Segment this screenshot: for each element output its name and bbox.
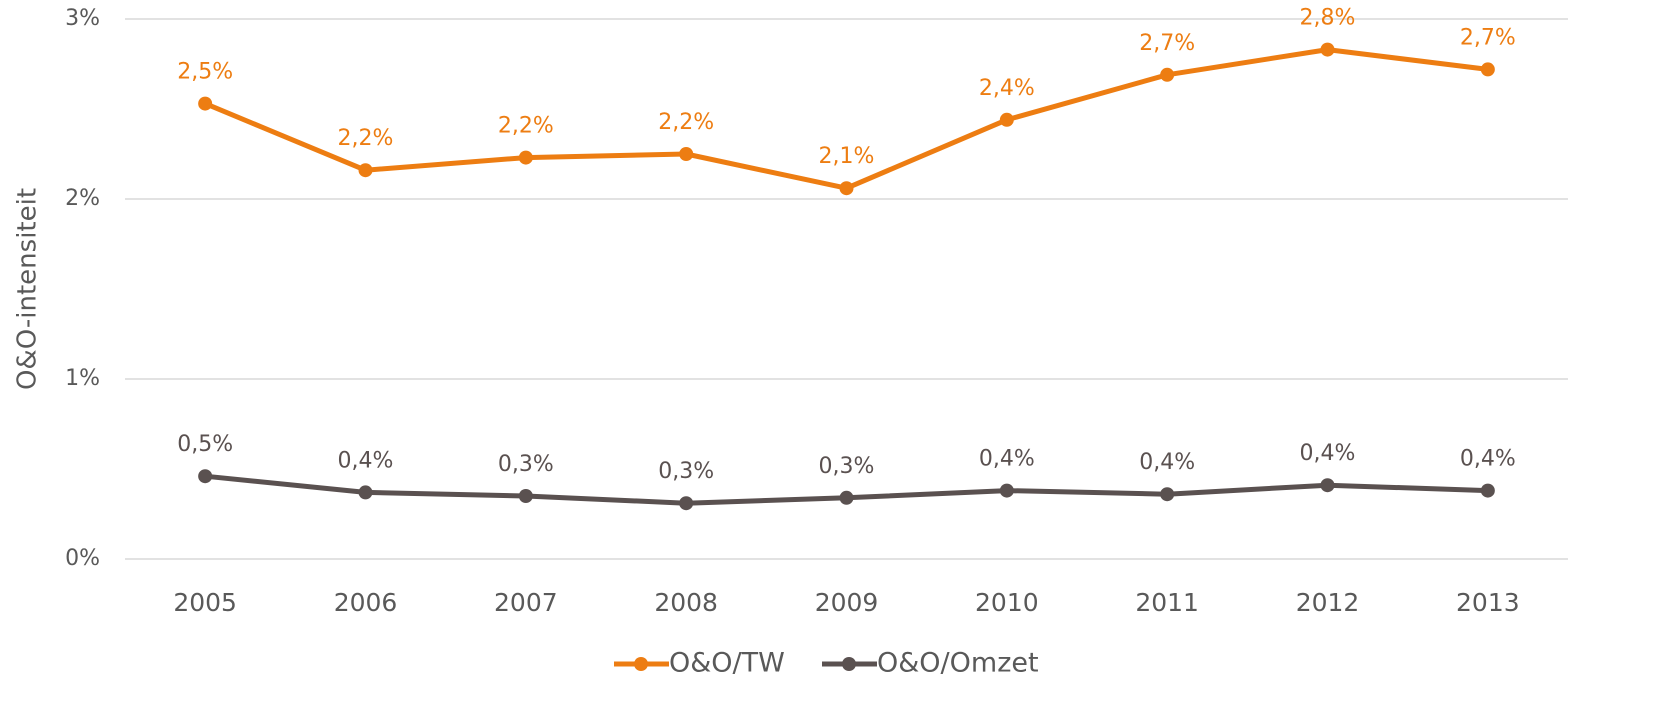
x-tick-label: 2005 <box>173 588 237 617</box>
x-tick-label: 2011 <box>1135 588 1199 617</box>
data-label: 2,7% <box>1139 31 1195 56</box>
data-point <box>839 490 854 505</box>
data-point <box>1320 42 1335 57</box>
data-label: 0,4% <box>1300 441 1356 466</box>
legend-label: O&O/Omzet <box>877 648 1039 679</box>
x-tick-label: 2006 <box>334 588 398 617</box>
data-label: 0,5% <box>177 432 233 457</box>
y-tick-label: 2% <box>65 186 100 211</box>
data-label: 2,7% <box>1460 25 1516 50</box>
data-label: 0,4% <box>1460 447 1516 472</box>
data-point <box>999 112 1014 127</box>
data-point <box>839 181 854 196</box>
data-point <box>358 485 373 500</box>
data-point <box>518 489 533 503</box>
x-tick-label: 2010 <box>975 588 1039 617</box>
data-point <box>679 147 694 161</box>
data-label: 2,8% <box>1300 6 1356 31</box>
legend-marker <box>634 657 648 671</box>
y-axis-label: O&O-intensiteit <box>13 188 43 390</box>
x-tick-label: 2008 <box>654 588 718 617</box>
data-label: 2,5% <box>177 60 233 85</box>
data-label: 0,4% <box>979 447 1035 472</box>
legend-label: O&O/TW <box>669 648 785 679</box>
data-label: 2,2% <box>498 114 554 139</box>
data-label: 2,2% <box>658 110 714 135</box>
x-tick-label: 2012 <box>1296 588 1360 617</box>
data-point <box>1320 478 1335 493</box>
data-point <box>1160 487 1175 502</box>
data-label: 2,2% <box>338 126 394 151</box>
y-tick-label: 0% <box>65 546 100 571</box>
data-point <box>518 150 533 165</box>
data-point <box>198 469 213 484</box>
y-tick-label: 1% <box>65 366 100 391</box>
data-label: 0,4% <box>1139 450 1195 475</box>
legend-marker <box>842 657 856 671</box>
data-label: 0,3% <box>658 459 714 484</box>
data-label: 0,4% <box>338 448 394 473</box>
data-point <box>1480 62 1495 77</box>
data-label: 2,4% <box>979 76 1035 101</box>
data-label: 2,1% <box>819 144 875 169</box>
data-label: 0,3% <box>819 454 875 479</box>
x-tick-label: 2009 <box>815 588 879 617</box>
data-point <box>358 163 373 178</box>
x-tick-label: 2007 <box>494 588 558 617</box>
x-tick-label: 2013 <box>1456 588 1520 617</box>
data-label: 0,3% <box>498 452 554 477</box>
data-point <box>198 96 213 111</box>
data-point <box>999 483 1014 498</box>
data-point <box>679 496 694 511</box>
data-point <box>1480 483 1495 498</box>
y-tick-label: 3% <box>65 6 100 31</box>
data-point <box>1160 67 1175 82</box>
